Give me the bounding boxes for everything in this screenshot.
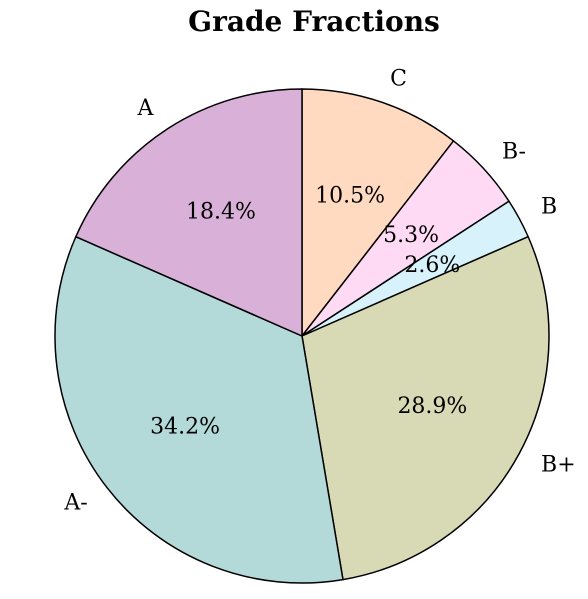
pie-category-label-c: C	[390, 66, 407, 91]
pie-percent-label-c: 10.5%	[315, 183, 385, 208]
pie-percent-labels: 10.5% 5.3% 2.6% 28.9% 34.2% 18.4%	[150, 183, 467, 439]
pie-category-label-b-plus: B+	[541, 453, 576, 478]
pie-slice-c	[301, 88, 455, 337]
pie-percent-label-a-minus: 34.2%	[150, 415, 220, 440]
pie-slice-a-minus	[54, 235, 344, 584]
pie-percent-label-b-plus: 28.9%	[397, 394, 467, 419]
pie-percent-label-b: 2.6%	[404, 253, 460, 278]
chart-title: Grade Fractions	[188, 5, 440, 38]
pie-category-labels: C B- B B+ A- A	[63, 66, 575, 515]
pie-slices	[54, 88, 550, 584]
pie-slice-b-plus	[301, 235, 550, 581]
pie-percent-label-a: 18.4%	[186, 199, 256, 224]
pie-category-label-a: A	[137, 96, 155, 121]
pie-slice-a	[75, 88, 303, 337]
pie-category-label-b: B	[541, 194, 557, 219]
pie-percent-label-b-minus: 5.3%	[383, 223, 439, 248]
pie-category-label-b-minus: B-	[502, 140, 526, 165]
pie-category-label-a-minus: A-	[63, 491, 87, 516]
